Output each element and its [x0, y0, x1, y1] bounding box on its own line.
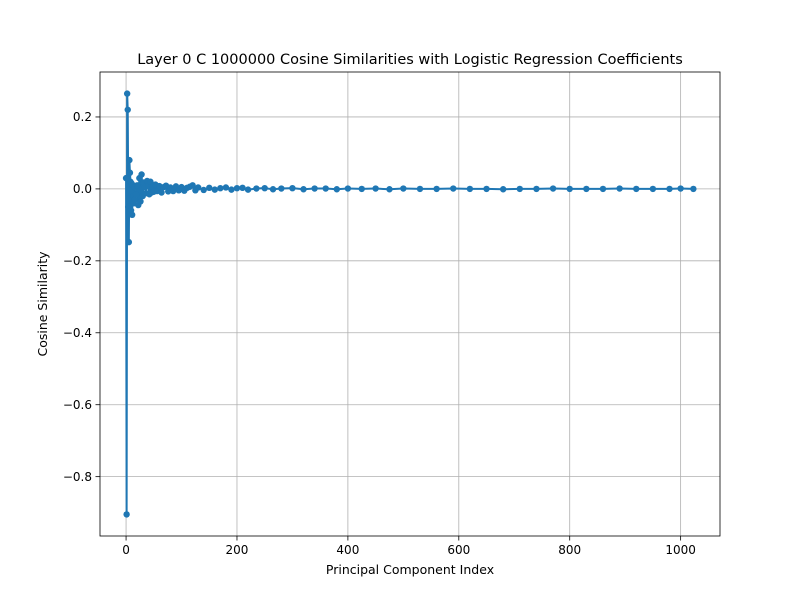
data-point — [228, 186, 235, 193]
data-point — [616, 185, 623, 192]
data-point — [269, 186, 277, 193]
data-point — [583, 185, 590, 193]
data-point — [300, 186, 307, 193]
data-point — [206, 184, 213, 192]
data-point — [289, 184, 296, 192]
data-point — [200, 186, 207, 194]
data-point — [599, 185, 607, 193]
data-point — [132, 191, 140, 198]
data-point — [194, 184, 202, 191]
data-point — [516, 185, 523, 193]
y-tick-label: 0.0 — [73, 182, 92, 196]
data-point — [217, 184, 224, 192]
data-point — [677, 185, 684, 192]
data-series — [122, 90, 697, 518]
data-point — [158, 189, 165, 196]
data-point — [189, 182, 196, 189]
data-point — [170, 187, 177, 195]
y-tick-label: −0.4 — [63, 326, 92, 340]
x-tick-label: 200 — [226, 543, 249, 557]
y-tick-label: 0.2 — [73, 110, 92, 124]
data-point — [311, 185, 318, 192]
data-point — [147, 178, 154, 185]
data-point — [483, 185, 490, 193]
data-point — [433, 185, 440, 193]
data-point — [233, 184, 241, 192]
data-point — [253, 185, 260, 192]
axis-ticks: 0 200 400 600 800 1000 −0.8 −0.6 −0.4 −0.2 0.0 0.2 — [63, 110, 696, 557]
data-point — [133, 182, 141, 189]
data-point — [386, 186, 393, 193]
data-point — [466, 185, 474, 193]
data-point — [450, 185, 457, 192]
y-axis-label: Cosine Similarity — [35, 251, 50, 357]
data-point — [125, 238, 133, 246]
data-point — [344, 185, 352, 192]
data-point — [400, 185, 407, 192]
data-point — [499, 186, 507, 193]
data-point — [128, 211, 136, 218]
x-tick-label: 800 — [558, 543, 581, 557]
data-point — [549, 185, 557, 192]
data-point — [131, 196, 139, 203]
data-point — [244, 186, 252, 193]
x-tick-label: 400 — [336, 543, 359, 557]
data-point — [261, 184, 268, 192]
data-point — [633, 185, 640, 193]
plot-frame — [99, 71, 721, 537]
data-point — [138, 171, 145, 178]
data-point — [278, 185, 285, 192]
data-point — [322, 185, 329, 192]
x-tick-label: 600 — [447, 543, 470, 557]
data-point — [372, 185, 379, 192]
data-point — [649, 185, 657, 193]
data-point — [358, 185, 365, 193]
data-point — [533, 185, 540, 193]
data-point — [124, 106, 131, 113]
x-axis-label: Principal Component Index — [326, 562, 494, 577]
data-point — [666, 185, 673, 193]
data-point — [566, 185, 573, 193]
data-point — [123, 90, 131, 97]
y-tick-label: −0.2 — [63, 254, 92, 268]
data-point — [690, 185, 697, 193]
x-tick-label: 1000 — [665, 543, 696, 557]
data-point — [122, 174, 130, 182]
data-point — [211, 186, 218, 193]
data-point — [123, 511, 130, 518]
data-point — [333, 186, 340, 193]
data-point — [126, 156, 133, 164]
data-point — [126, 169, 134, 176]
y-tick-label: −0.6 — [63, 398, 92, 412]
data-point — [239, 184, 246, 192]
x-tick-label: 0 — [122, 543, 130, 557]
chart-title: Layer 0 C 1000000 Cosine Similarities wi… — [137, 52, 683, 68]
data-point — [416, 185, 424, 193]
data-point — [222, 184, 230, 191]
y-tick-label: −0.8 — [63, 470, 92, 484]
data-point — [137, 198, 144, 205]
